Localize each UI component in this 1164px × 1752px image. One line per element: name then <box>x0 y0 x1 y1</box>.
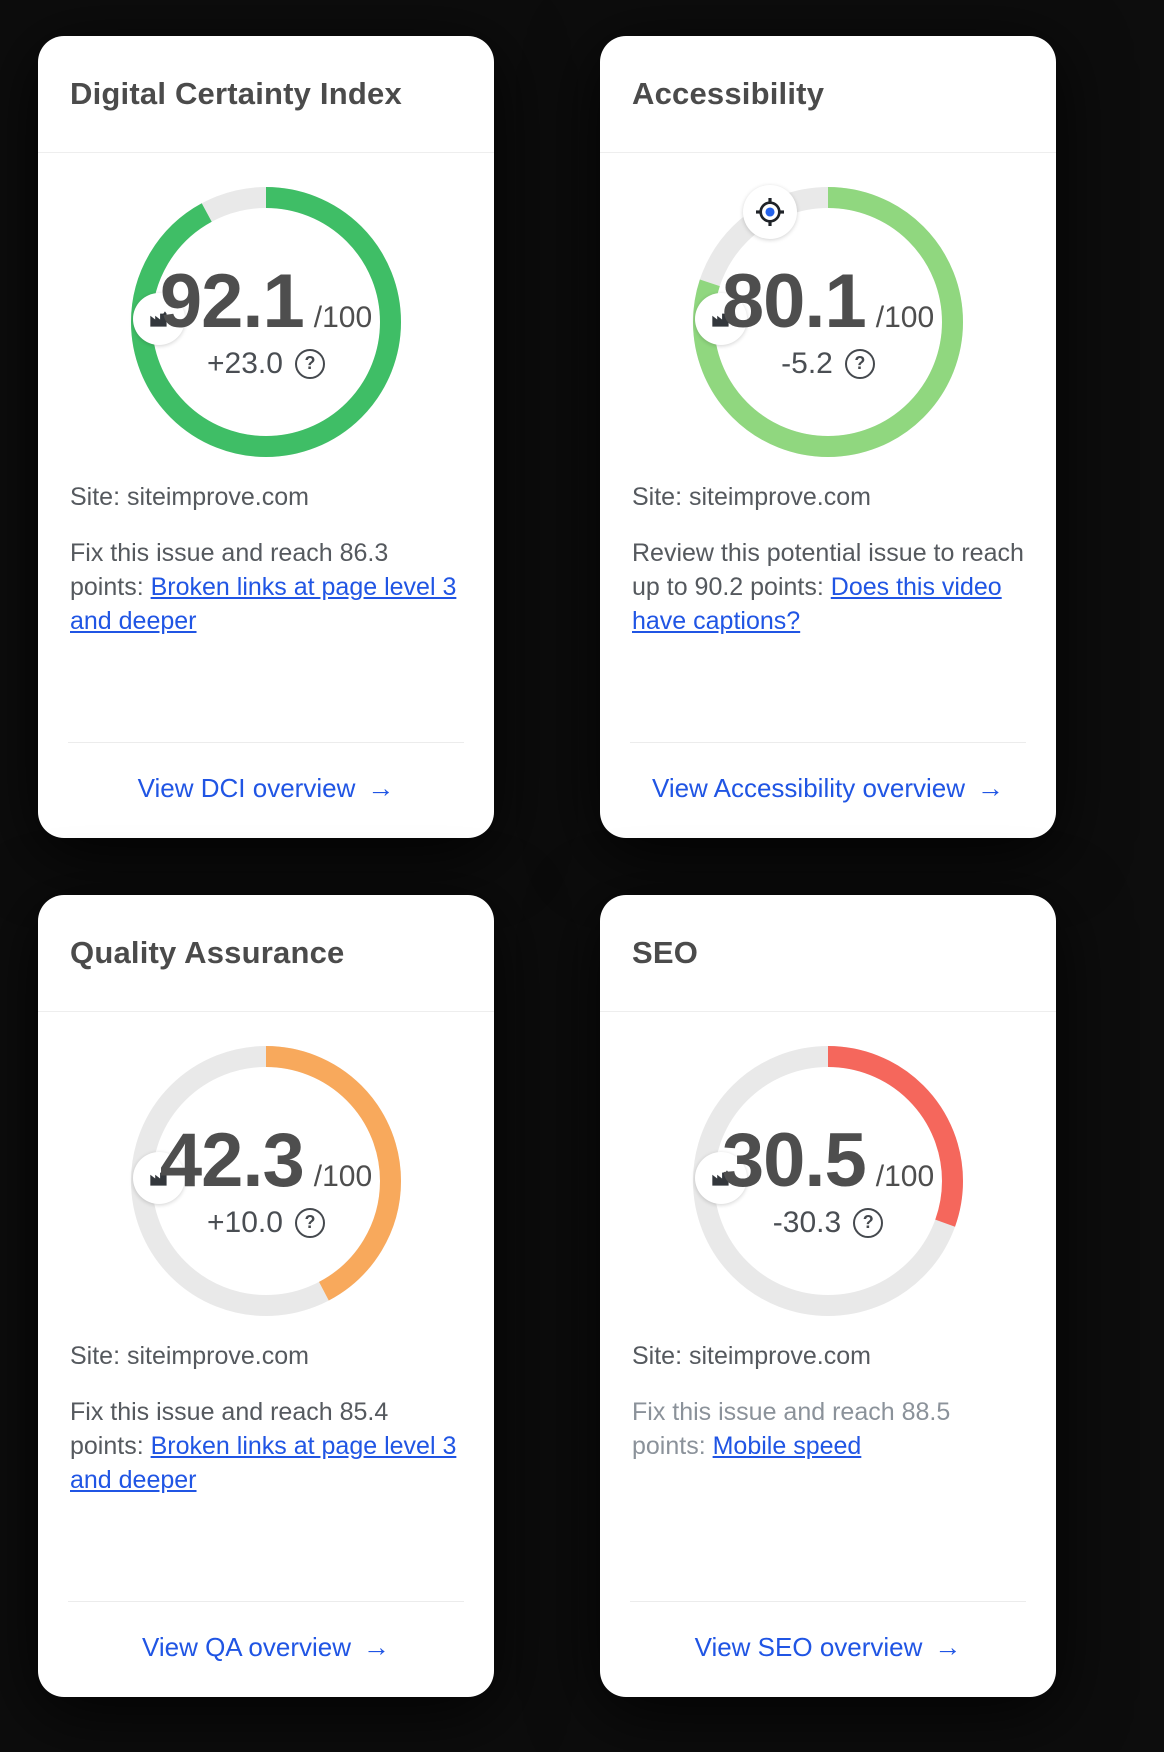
score-value: 80.1 <box>721 258 867 344</box>
delta-row: +23.0 ? <box>207 347 325 381</box>
card-title: Digital Certainty Index <box>70 76 402 111</box>
view-seo-overview-link[interactable]: View SEO overview → <box>600 1632 1056 1663</box>
score-denominator: /100 <box>875 1159 935 1193</box>
issue-message-text: Fix this issue and reach 86.3 points: <box>70 539 389 601</box>
score-value: 30.5 <box>721 1117 867 1203</box>
delta-row: -5.2 ? <box>781 347 875 381</box>
benchmark-target-icon[interactable] <box>743 185 797 239</box>
help-icon[interactable]: ? <box>853 1207 884 1238</box>
card-header: Digital Certainty Index <box>38 36 494 153</box>
industry-benchmark-icon[interactable] <box>133 293 185 345</box>
arrow-right-icon: → <box>367 773 395 803</box>
score-row: 92.1 /100 <box>159 258 373 344</box>
issue-link[interactable]: Does this video have captions? <box>632 573 1002 635</box>
help-icon[interactable]: ? <box>294 348 325 379</box>
industry-benchmark-icon[interactable] <box>695 1152 747 1204</box>
card-title: SEO <box>632 935 699 970</box>
card-header: Accessibility <box>600 36 1056 153</box>
score-box: 92.1 /100 +23.0 ? <box>131 187 401 457</box>
score-value: 92.1 <box>159 258 305 344</box>
factory-icon <box>150 1170 167 1186</box>
issue-message: Fix this issue and reach 85.4 points: Br… <box>70 1395 462 1497</box>
overview-link-label: View QA overview <box>141 1632 352 1662</box>
arrow-right-icon: → <box>363 1632 391 1662</box>
seo-score-gauge: 30.5 /100 -30.3 ? <box>693 1046 963 1316</box>
factory-icon <box>712 1170 729 1186</box>
delta-row: -30.3 ? <box>772 1205 884 1240</box>
card-title: Accessibility <box>632 76 825 111</box>
site-label: Site: siteimprove.com <box>70 483 309 511</box>
help-icon[interactable]: ? <box>294 1207 325 1238</box>
help-icon[interactable]: ? <box>844 348 875 379</box>
card-footer: View Accessibility overview → <box>600 742 1056 838</box>
accessibility-score-gauge: 80.1 /100 -5.2 ? <box>693 185 963 457</box>
arrow-right-icon: → <box>934 1632 962 1662</box>
score-row: 30.5 /100 <box>721 1117 935 1203</box>
score-delta: -5.2 <box>781 346 833 380</box>
view-dci-overview-link[interactable]: View DCI overview → <box>38 773 494 804</box>
overview-link-label: View DCI overview <box>137 773 356 803</box>
score-denominator: /100 <box>875 300 935 334</box>
footer-divider <box>68 1601 464 1602</box>
factory-icon <box>150 311 167 327</box>
footer-divider <box>630 1601 1026 1602</box>
score-denominator: /100 <box>313 300 373 334</box>
industry-benchmark-icon[interactable] <box>695 293 747 345</box>
view-qa-overview-link[interactable]: View QA overview → <box>38 1632 494 1663</box>
site-label: Site: siteimprove.com <box>70 1342 309 1370</box>
issue-message: Review this potential issue to reach up … <box>632 536 1024 638</box>
card-body: Site: siteimprove.com Fix this issue and… <box>38 457 494 638</box>
issue-message-text: Fix this issue and reach 88.5 points: <box>632 1398 951 1460</box>
score-row: 80.1 /100 <box>721 258 935 344</box>
footer-divider <box>630 742 1026 743</box>
score-box: 80.1 /100 -5.2 ? <box>693 187 963 457</box>
score-delta: +23.0 <box>207 346 283 380</box>
delta-row: +10.0 ? <box>207 1206 325 1240</box>
card-body: Site: siteimprove.com Fix this issue and… <box>38 1316 494 1497</box>
card-footer: View SEO overview → <box>600 1601 1056 1697</box>
score-box: 42.3 /100 +10.0 ? <box>131 1046 401 1316</box>
card-body: Site: siteimprove.com Fix this issue and… <box>600 1316 1056 1463</box>
overview-link-label: View Accessibility overview <box>651 773 966 803</box>
card-body: Site: siteimprove.com Review this potent… <box>600 457 1056 638</box>
ring-progress <box>131 1046 401 1316</box>
card-quality-assurance: Quality Assurance 42.3 /100 +10.0 ? <box>38 895 494 1697</box>
score-box: 30.5 /100 -30.3 ? <box>693 1046 963 1316</box>
card-footer: View QA overview → <box>38 1601 494 1697</box>
qa-score-gauge: 42.3 /100 +10.0 ? <box>131 1046 401 1316</box>
issue-link[interactable]: Mobile speed <box>712 1432 862 1460</box>
issue-message: Fix this issue and reach 88.5 points: Mo… <box>632 1395 1024 1463</box>
card-header: Quality Assurance <box>38 895 494 1012</box>
overview-link-label: View SEO overview <box>694 1632 923 1662</box>
site-label: Site: siteimprove.com <box>632 483 871 511</box>
score-value: 42.3 <box>159 1117 305 1203</box>
factory-icon <box>712 311 729 327</box>
score-delta: +10.0 <box>207 1205 283 1239</box>
view-accessibility-overview-link[interactable]: View Accessibility overview → <box>600 773 1056 804</box>
card-seo: SEO 30.5 /100 -30.3 ? <box>600 895 1056 1697</box>
issue-message-text: Fix this issue and reach 85.4 points: <box>70 1398 389 1460</box>
issue-link[interactable]: Broken links at page level 3 and deeper <box>70 573 457 635</box>
footer-divider <box>68 742 464 743</box>
issue-message-text: Review this potential issue to reach up … <box>632 539 1024 601</box>
dci-score-gauge: 92.1 /100 +23.0 ? <box>131 187 401 457</box>
industry-benchmark-icon[interactable] <box>133 1152 185 1204</box>
card-accessibility: Accessibility <box>600 36 1056 838</box>
card-footer: View DCI overview → <box>38 742 494 838</box>
ring-progress <box>693 1046 963 1316</box>
score-delta: -30.3 <box>772 1205 842 1239</box>
card-digital-certainty-index: Digital Certainty Index 92.1 /100 +23.0 … <box>38 36 494 838</box>
card-title: Quality Assurance <box>70 935 345 970</box>
arrow-right-icon: → <box>977 773 1005 803</box>
card-header: SEO <box>600 895 1056 1012</box>
score-row: 42.3 /100 <box>159 1117 373 1203</box>
site-label: Site: siteimprove.com <box>632 1342 871 1370</box>
issue-link[interactable]: Broken links at page level 3 and deeper <box>70 1432 457 1494</box>
score-denominator: /100 <box>313 1159 373 1193</box>
issue-message: Fix this issue and reach 86.3 points: Br… <box>70 536 462 638</box>
crosshair-icon <box>756 198 784 226</box>
